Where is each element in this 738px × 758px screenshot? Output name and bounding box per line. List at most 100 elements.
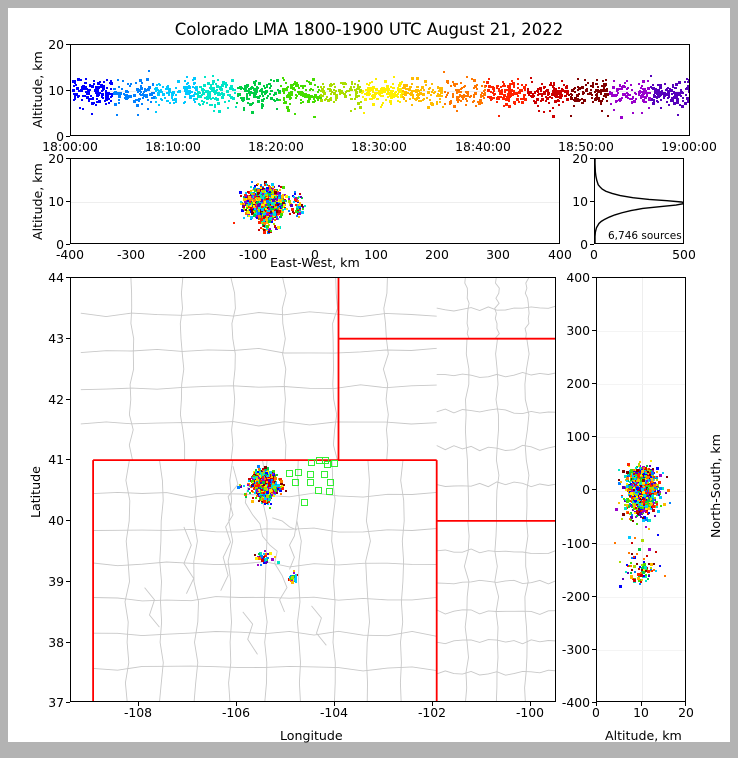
lma-source-point [414,98,417,101]
lma-source-point [296,215,299,218]
lma-source-point [408,97,411,100]
lma-source-point [629,97,632,100]
lma-source-point [136,87,139,91]
lma-source-point [164,87,167,90]
lma-source-point [677,114,680,117]
lma-source-point [604,94,607,97]
lma-source-point [266,96,269,99]
lma-source-point [276,226,280,229]
lma-source-point [301,197,304,199]
lma-source-point [685,87,688,90]
lma-source-point [338,88,341,91]
lma-source-point [616,89,619,92]
lma-source-point [233,89,236,92]
lma-source-point [473,92,477,96]
lma-source-point [99,80,102,83]
lma-source-point [686,85,689,87]
lma-source-point [422,93,426,97]
lma-source-point [390,102,393,105]
lma-source-point [687,99,689,103]
lma-source-point [256,209,258,212]
lma-source-point [426,105,430,109]
lma-source-point [605,78,608,81]
lma-source-point [239,86,242,89]
lma-source-point [406,88,409,91]
lma-source-point [250,186,253,188]
lma-source-point [322,82,325,85]
lma-source-point [97,85,101,89]
lma-source-point [473,85,476,88]
lma-source-point [565,85,569,89]
lma-source-point [417,92,420,95]
lma-source-point [264,92,267,95]
lma-source-point [258,228,261,231]
lma-source-point [536,90,539,93]
lma-source-point [473,100,476,103]
lma-source-point [619,84,621,86]
lma-source-point [533,99,536,102]
lma-source-point [143,89,147,93]
lma-source-point [84,81,87,84]
lma-source-point [97,100,101,104]
lma-source-point [544,100,547,103]
lma-source-point [602,83,605,85]
lma-source-point [646,80,649,83]
lma-source-point [590,97,593,100]
lma-source-point [462,97,464,100]
lma-source-point [359,91,362,94]
lma-source-point [92,96,95,99]
lma-source-point [369,97,372,100]
lma-source-point [186,82,188,85]
lma-source-point [491,87,495,91]
lma-source-point [603,93,606,96]
lma-source-point [634,97,637,100]
lma-source-point [243,84,247,88]
lma-source-point [651,86,655,90]
lma-source-point [370,80,373,83]
lma-source-point [659,106,662,109]
lma-source-point [555,94,559,98]
lma-source-point [157,104,160,107]
lma-source-point [589,91,593,95]
lma-source-point [552,83,555,86]
lma-source-point [341,82,345,86]
lma-source-point [507,92,510,95]
lma-source-point [442,105,445,108]
lma-source-point [456,91,458,94]
lma-source-point [486,80,490,84]
lma-source-point [275,78,279,82]
lma-source-point [210,87,214,90]
lma-source-point [194,87,197,90]
lma-source-point [520,97,523,100]
lma-source-point [329,88,332,90]
lma-source-point [132,100,136,104]
lma-source-point [113,91,117,95]
lma-source-point [600,88,602,91]
lma-source-point [152,92,155,95]
lma-source-point [247,200,250,202]
lma-source-point [330,82,333,85]
tick-ew-x-7: 300 [486,247,510,262]
lma-source-point [296,85,299,88]
lma-source-point [634,91,637,94]
lma-source-point [371,102,375,106]
lma-source-point [202,89,205,92]
lma-source-point [569,96,573,100]
lma-source-point [666,96,669,99]
lma-source-point [160,91,163,94]
lma-source-point [559,94,561,97]
lma-source-point [641,80,645,84]
lma-source-point [388,91,392,95]
lma-source-point [92,80,95,82]
lma-source-point [220,95,224,99]
lma-source-point [283,101,286,104]
lma-source-point [293,82,295,85]
lma-source-point [293,88,296,91]
lma-source-point [284,208,287,211]
lma-source-point [655,89,659,93]
lma-source-point [280,493,283,495]
lma-source-point [105,95,109,99]
lma-source-point [502,94,505,97]
lma-source-point [237,93,241,97]
lma-source-point [243,197,247,201]
